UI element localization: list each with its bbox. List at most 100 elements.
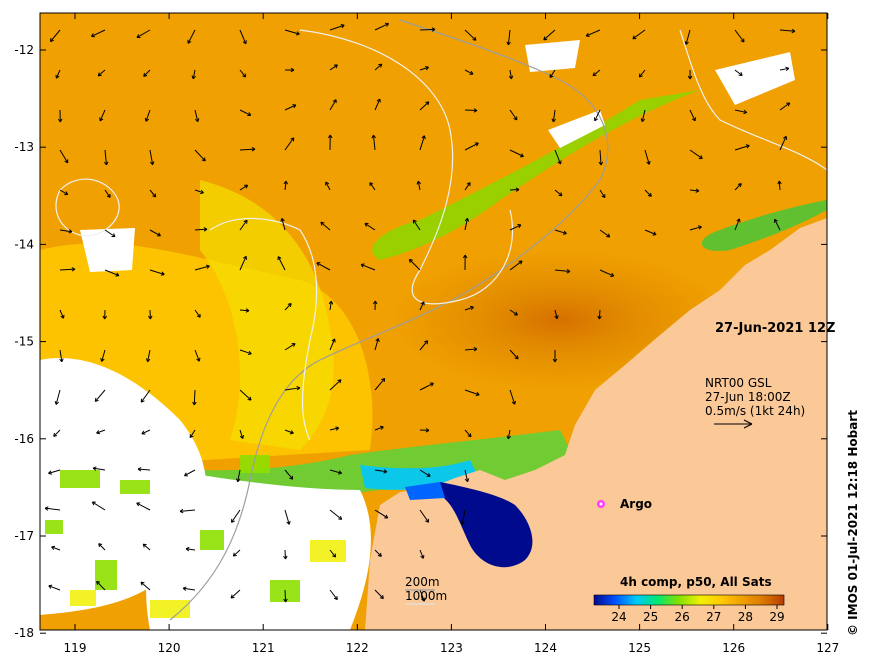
current-arrow bbox=[284, 303, 292, 311]
bathy-200m-label: 200m bbox=[405, 575, 440, 589]
current-arrow bbox=[632, 29, 646, 40]
current-arrow bbox=[594, 109, 601, 122]
coast-cool-strip bbox=[405, 482, 445, 500]
current-arrowhead bbox=[44, 506, 49, 511]
current-arrow bbox=[586, 29, 601, 37]
current-arrowhead bbox=[337, 379, 342, 384]
y-tick-label: -13 bbox=[14, 140, 34, 154]
current-arrowhead bbox=[96, 430, 101, 435]
current-arrowhead bbox=[320, 221, 325, 226]
current-arrow bbox=[284, 549, 287, 560]
current-arrowhead bbox=[230, 594, 235, 599]
current-arrowhead bbox=[296, 386, 301, 391]
current-arrowhead bbox=[196, 313, 201, 318]
bathy-1000m-label: 1000m bbox=[405, 589, 447, 603]
current-arrowhead bbox=[638, 73, 643, 78]
current-arrowhead bbox=[646, 160, 651, 165]
current-arrow bbox=[509, 309, 518, 316]
current-arrow bbox=[284, 469, 294, 480]
current-arrowhead bbox=[695, 188, 700, 193]
current-arrowhead bbox=[196, 357, 201, 362]
current-arrowhead bbox=[543, 36, 548, 41]
current-arrowhead bbox=[115, 272, 120, 277]
current-arrowhead bbox=[376, 98, 381, 103]
current-arrow bbox=[180, 509, 196, 512]
current-arrow bbox=[464, 29, 477, 41]
x-tick-label: 125 bbox=[628, 641, 651, 655]
current-arrowhead bbox=[48, 584, 53, 589]
current-arrow bbox=[599, 229, 611, 238]
current-arrow bbox=[364, 223, 376, 231]
current-arrowhead bbox=[277, 256, 282, 261]
current-arrowhead bbox=[92, 466, 97, 471]
current-arrowhead bbox=[160, 271, 165, 276]
cloud-gap-south bbox=[146, 470, 371, 630]
current-arrow bbox=[509, 260, 523, 271]
current-arrow bbox=[284, 387, 300, 391]
current-arrow bbox=[329, 427, 339, 431]
current-arrowhead bbox=[647, 192, 652, 197]
colorbar-title: 4h comp, p50, All Sats bbox=[620, 575, 772, 589]
current-arrow bbox=[97, 69, 106, 77]
current-arrowhead bbox=[140, 581, 145, 586]
current-arrowhead bbox=[338, 470, 342, 475]
current-arrowhead bbox=[511, 400, 516, 405]
current-arrowhead bbox=[513, 311, 518, 316]
current-arrow bbox=[142, 543, 151, 551]
current-arrow bbox=[59, 349, 63, 362]
current-arrowhead bbox=[783, 135, 788, 140]
current-arrow bbox=[137, 468, 151, 471]
current-arrowhead bbox=[100, 358, 105, 362]
current-arrowhead bbox=[201, 157, 206, 162]
current-arrow bbox=[412, 219, 421, 231]
current-arrowhead bbox=[513, 116, 518, 121]
current-arrowhead bbox=[137, 467, 142, 472]
current-arrowhead bbox=[242, 255, 248, 260]
current-arrow bbox=[329, 24, 345, 31]
current-arrowhead bbox=[786, 102, 791, 107]
current-arrow bbox=[689, 109, 696, 122]
current-arrow bbox=[360, 263, 376, 271]
current-arrowhead bbox=[144, 117, 150, 122]
current-arrowhead bbox=[551, 118, 556, 123]
current-arrow bbox=[59, 309, 64, 319]
argo-marker-icon bbox=[597, 500, 605, 508]
current-arrow bbox=[779, 67, 789, 71]
current-arrow bbox=[194, 265, 210, 271]
current-arrowhead bbox=[247, 350, 252, 356]
current-arrowhead bbox=[652, 231, 657, 236]
y-tick-label: -16 bbox=[14, 432, 34, 446]
current-arrow bbox=[140, 581, 151, 591]
current-arrowhead bbox=[464, 217, 470, 222]
current-arrow bbox=[239, 184, 248, 191]
current-arrowhead bbox=[473, 108, 478, 113]
current-arrow bbox=[104, 189, 111, 198]
current-arrow bbox=[143, 69, 151, 77]
sst-speckles bbox=[45, 455, 300, 602]
current-arrowhead bbox=[585, 32, 590, 37]
current-arrowhead bbox=[472, 36, 477, 41]
current-arrow bbox=[779, 102, 791, 111]
current-arrowhead bbox=[473, 346, 478, 352]
current-arrowhead bbox=[421, 597, 426, 602]
current-arrowhead bbox=[736, 218, 741, 223]
current-arrowhead bbox=[743, 109, 748, 115]
current-arrowhead bbox=[184, 472, 188, 477]
current-arrow bbox=[329, 99, 337, 111]
current-arrowhead bbox=[187, 39, 192, 44]
current-arrow bbox=[599, 189, 606, 198]
current-arrow bbox=[99, 109, 106, 122]
current-arrow bbox=[239, 29, 247, 45]
current-arrowhead bbox=[141, 430, 146, 435]
current-arrowhead bbox=[467, 433, 472, 438]
colorbar-tick-label: 26 bbox=[675, 610, 690, 624]
current-arrow bbox=[644, 189, 652, 197]
current-arrow bbox=[509, 109, 518, 121]
y-tick-label: -18 bbox=[14, 626, 34, 640]
current-arrow bbox=[329, 64, 338, 71]
current-arrowhead bbox=[205, 264, 210, 269]
current-arrow bbox=[239, 349, 252, 355]
current-arrow bbox=[93, 467, 106, 471]
current-arrow bbox=[59, 149, 69, 164]
current-arrowhead bbox=[632, 35, 637, 40]
